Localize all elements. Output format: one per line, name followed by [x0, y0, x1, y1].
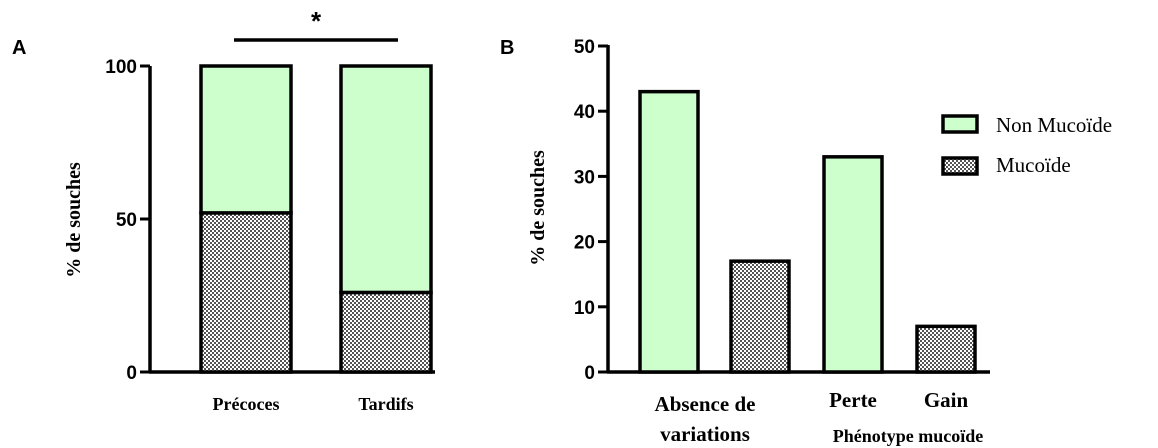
panel-b-bar-mucoid: [915, 324, 977, 374]
panel-b-y-tick-label: 20: [574, 233, 595, 254]
panel-b-xlabel: Phénotype mucoïde: [833, 426, 984, 446]
panel-b-ylabel: % de souches: [527, 150, 549, 266]
panel-a-category-label: Tardifs: [358, 394, 413, 414]
panel-b-y-tick-label: 40: [574, 102, 595, 123]
panel-b-category-label: Perte: [829, 388, 877, 412]
panel-a-bar-mucoid: [339, 290, 433, 374]
panel-b-category-label: Absence de: [655, 392, 756, 416]
panel-b-category-label-line2: variations: [660, 422, 750, 446]
panel-b-y-tick-label: 0: [584, 363, 595, 384]
legend-swatch-mucoid: [941, 156, 979, 176]
panel-a-category-label: Précoces: [213, 394, 280, 414]
panel-b-letter: B: [500, 37, 514, 59]
panel-b-chart: 0 10 20 30 40 50 Absence de variations Perte Gain: [574, 37, 990, 446]
legend-label-non-mucoid: Non Mucoïde: [996, 113, 1112, 137]
panel-a-bar-mucoid: [199, 211, 293, 374]
panel-a-ylabel: % de souches: [63, 162, 85, 278]
legend-label-mucoid: Mucoïde: [996, 153, 1071, 177]
panel-a-y-tick-label: 50: [116, 210, 137, 231]
panel-b-y-tick-label: 10: [574, 298, 595, 319]
panel-a-significance-star: *: [311, 6, 322, 36]
panel-b-bar-non-mucoid: [822, 155, 884, 374]
panel-a-letter: A: [12, 37, 26, 59]
legend: Non Mucoïde Mucoïde: [941, 113, 1112, 177]
panel-a-y-tick-label: 0: [126, 363, 137, 384]
panel-b-y-tick-label: 30: [574, 167, 595, 188]
panel-b-category-label: Gain: [924, 388, 969, 412]
panel-a-bar-non-mucoid: [339, 64, 433, 295]
panel-a-chart: 0 50 100 Précoces Tardifs *: [105, 6, 435, 414]
panel-b-bar-mucoid: [729, 259, 791, 374]
panel-b-y-tick-label: 50: [574, 37, 595, 58]
panel-a-y-tick-label: 100: [105, 57, 137, 78]
panel-a-bar-non-mucoid: [199, 64, 293, 215]
legend-swatch-non-mucoid: [941, 114, 979, 134]
panel-b-bar-non-mucoid: [638, 89, 700, 374]
